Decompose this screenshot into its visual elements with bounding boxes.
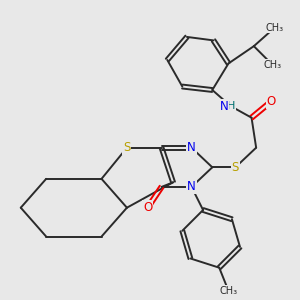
- Text: CH₃: CH₃: [219, 286, 238, 296]
- Text: O: O: [266, 95, 276, 108]
- Text: S: S: [123, 141, 130, 154]
- Text: N: N: [187, 141, 196, 154]
- Text: CH₃: CH₃: [266, 23, 284, 33]
- Text: N: N: [220, 100, 229, 113]
- Text: N: N: [187, 180, 196, 194]
- Text: O: O: [143, 201, 152, 214]
- Text: H: H: [226, 101, 235, 111]
- Text: CH₃: CH₃: [263, 60, 281, 70]
- Text: S: S: [232, 161, 239, 174]
